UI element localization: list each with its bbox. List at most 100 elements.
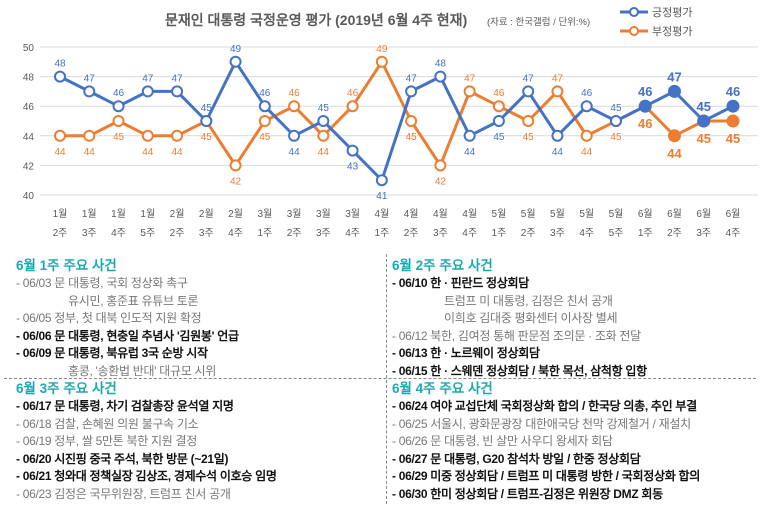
data-point: [463, 85, 476, 98]
data-label: 49: [230, 44, 242, 55]
data-label: 47: [406, 73, 418, 84]
x-tick-label-month: 5월: [609, 208, 624, 220]
data-point: [697, 114, 711, 128]
chart-title: 문재인 대통령 국정운영 평가 (2019년 6월 4주 현재): [165, 12, 467, 28]
data-label: 44: [54, 147, 66, 158]
event-item: - 06/27 문 대통령, G20 참석차 방일 / 한중 정상회담: [392, 451, 641, 466]
x-tick-label-week: 1주: [492, 228, 507, 239]
data-label: 44: [581, 147, 593, 158]
data-point: [405, 115, 418, 127]
data-point: [638, 99, 652, 113]
event-item: - 06/26 문 대통령, 빈 살만 사우디 왕세자 회담: [392, 434, 613, 449]
data-label: 43: [347, 162, 359, 173]
data-point: [171, 85, 184, 98]
data-label: 44: [667, 146, 682, 161]
data-point: [54, 129, 66, 142]
data-label: 45: [201, 103, 213, 114]
data-label: 48: [54, 59, 66, 70]
data-label: 44: [552, 147, 564, 158]
data-point: [551, 129, 564, 142]
x-tick-label-week: 2주: [287, 228, 302, 239]
x-tick-label-month: 5월: [492, 208, 507, 220]
y-tick-label: 40: [23, 191, 35, 202]
x-tick-label-month: 2월: [170, 208, 185, 220]
x-tick-label-month: 1월: [53, 208, 68, 220]
x-tick-label-month: 1월: [140, 208, 155, 220]
data-point: [609, 115, 622, 127]
data-label: 45: [318, 103, 330, 114]
x-tick-label-month: 3월: [257, 208, 272, 220]
event-item: 이희호 김대중 평화센터 이사장 별세: [444, 311, 618, 326]
x-tick-label-week: 2주: [404, 228, 419, 239]
data-point: [580, 100, 593, 113]
y-tick-label: 44: [23, 132, 35, 143]
data-point: [288, 100, 301, 113]
x-tick-label-month: 1월: [111, 208, 126, 220]
chart-subtitle: (자료 : 한국갤럽 / 단위:%): [487, 16, 590, 28]
events-week4: 6월 4주 주요 사건 - 06/24 여야 교섭단체 국회정상화 합의 / 한국…: [392, 379, 700, 504]
x-tick-label-week: 4주: [111, 228, 126, 239]
x-tick-label-week: 1주: [374, 228, 389, 239]
data-label: 47: [84, 73, 96, 84]
events-heading: 6월 2주 주요 사건: [392, 258, 493, 273]
data-label: 45: [406, 132, 418, 143]
data-point: [229, 55, 242, 68]
events-week3: 6월 3주 주요 사건 - 06/17 문 대통령, 차기 검찰총장 윤석열 지명…: [16, 379, 277, 504]
data-point: [141, 85, 154, 98]
x-tick-label-week: 2주: [170, 228, 185, 239]
data-point: [317, 129, 330, 142]
data-point: [141, 129, 154, 142]
horizontal-divider: [4, 378, 756, 379]
vertical-divider: [386, 254, 387, 504]
y-tick-label: 48: [23, 73, 35, 84]
x-tick-label-month: 4월: [433, 208, 448, 220]
x-tick-label-month: 2월: [228, 208, 243, 220]
data-label: 45: [610, 103, 622, 114]
event-item: - 06/19 정부, 쌀 5만톤 북한 지원 결정: [16, 434, 198, 449]
data-point: [522, 85, 535, 98]
data-point: [492, 100, 505, 113]
event-item: 유시민, 홍준표 유튜브 토론: [68, 293, 199, 308]
x-tick-label-week: 5주: [140, 228, 155, 239]
data-point: [317, 115, 330, 127]
series-positive: 48 47 46 47 47 45 49 46 44 45 43 41 47 48 44 45 47 44 46 45…: [54, 44, 740, 202]
data-point: [258, 115, 271, 127]
data-label: 46: [581, 88, 593, 99]
data-label: 44: [171, 147, 183, 158]
legend-marker-icon: [629, 26, 639, 36]
event-item: 트럼프 미 대통령, 김정은 친서 공개: [444, 293, 613, 308]
data-label: 42: [435, 176, 447, 187]
x-tick-label-week: 2주: [521, 228, 536, 239]
x-tick-label-week: 5주: [609, 228, 624, 239]
x-tick-label-week: 3주: [433, 228, 448, 239]
events-heading: 6월 3주 주요 사건: [16, 381, 117, 396]
data-label: 45: [726, 131, 740, 146]
x-tick-label-month: 5월: [579, 208, 594, 220]
data-point: [434, 159, 447, 172]
data-label: 49: [376, 44, 388, 55]
legend-marker-icon: [629, 7, 639, 17]
y-tick-label: 46: [23, 102, 35, 113]
events-heading: 6월 1주 주요 사건: [16, 258, 117, 273]
data-point: [171, 129, 184, 142]
data-label: 44: [464, 147, 476, 158]
data-label: 46: [289, 88, 301, 99]
x-tick-label-month: 6월: [638, 208, 653, 220]
data-label: 45: [697, 99, 711, 114]
data-label: 45: [493, 132, 505, 143]
data-point: [200, 115, 213, 127]
data-label: 47: [552, 73, 564, 84]
event-item: - 06/21 청와대 정책실장 김상조, 경제수석 이호승 임명: [16, 469, 277, 484]
x-tick-label-week: 4주: [228, 228, 243, 239]
x-tick-label-month: 3월: [287, 208, 302, 220]
x-tick-label-week: 4주: [726, 228, 741, 239]
x-tick-label-week: 3주: [696, 228, 711, 239]
data-label: 42: [230, 176, 242, 187]
event-item: - 06/18 검찰, 손혜원 의원 불구속 기소: [16, 416, 199, 431]
x-tick-label-week: 4주: [579, 228, 594, 239]
x-tick-label-week: 4주: [462, 228, 477, 239]
x-tick-label-month: 3월: [345, 208, 360, 220]
data-point: [375, 55, 388, 68]
event-item: - 06/20 시진핑 중국 주석, 북한 방문 (~21일): [16, 451, 229, 466]
